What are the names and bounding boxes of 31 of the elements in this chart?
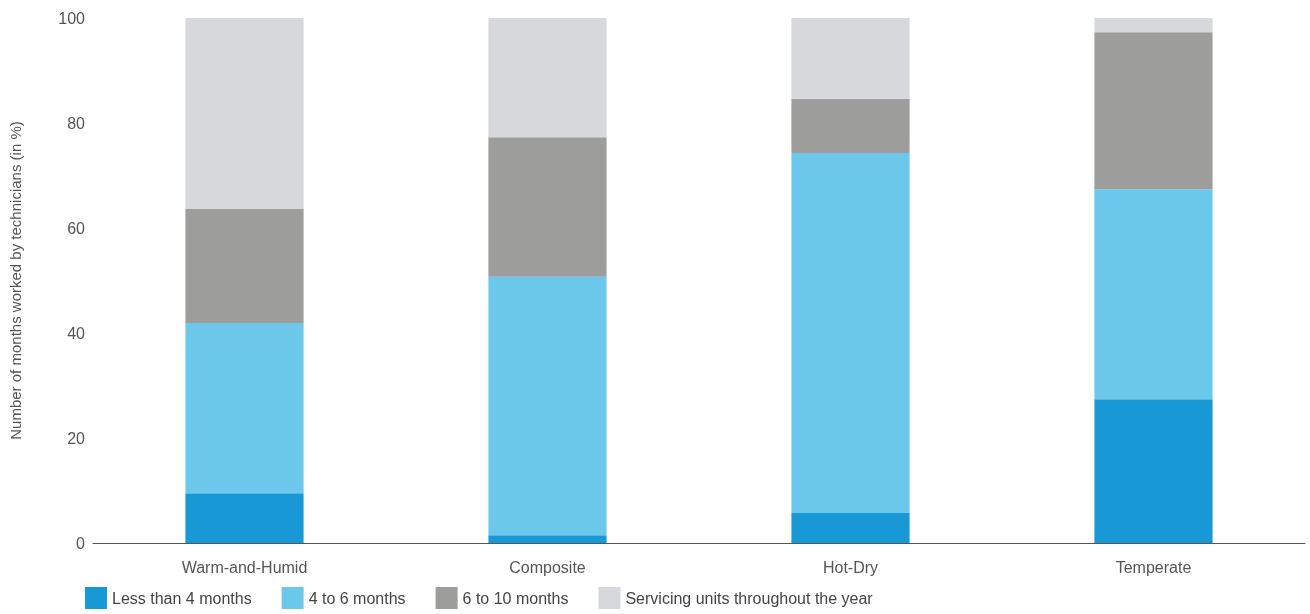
y-tick-label: 60 <box>67 219 86 237</box>
bar <box>791 513 910 543</box>
x-tick-label: Warm-and-Humid <box>181 558 308 576</box>
legend-label: Less than 4 months <box>112 589 252 607</box>
x-tick-label: Composite <box>509 558 586 576</box>
bar <box>791 18 910 99</box>
legend-label: 6 to 10 months <box>462 589 569 607</box>
bar <box>488 18 607 138</box>
y-tick-label: 40 <box>67 324 86 342</box>
bar <box>791 98 910 153</box>
legend-label: Servicing units throughout the year <box>625 589 874 607</box>
bar <box>185 209 304 324</box>
legend-label: 4 to 6 months <box>308 589 406 607</box>
bar <box>1094 18 1213 33</box>
bar <box>488 137 607 277</box>
bar <box>488 535 607 543</box>
bar <box>791 152 910 514</box>
y-tick-label: 100 <box>58 9 86 27</box>
bar <box>488 276 607 536</box>
bar <box>1094 32 1213 190</box>
y-tick-label: 80 <box>67 114 86 132</box>
y-tick-label: 0 <box>76 534 86 552</box>
x-tick-label: Hot-Dry <box>822 558 879 576</box>
bar <box>1094 399 1213 543</box>
y-axis-title: Number of months worked by technicians (in %) <box>7 121 24 440</box>
bar <box>185 18 304 210</box>
bar <box>1094 189 1213 400</box>
x-tick-label: Temperate <box>1115 558 1192 576</box>
bar <box>185 323 304 494</box>
y-tick-label: 20 <box>67 429 86 447</box>
bar <box>185 493 304 543</box>
